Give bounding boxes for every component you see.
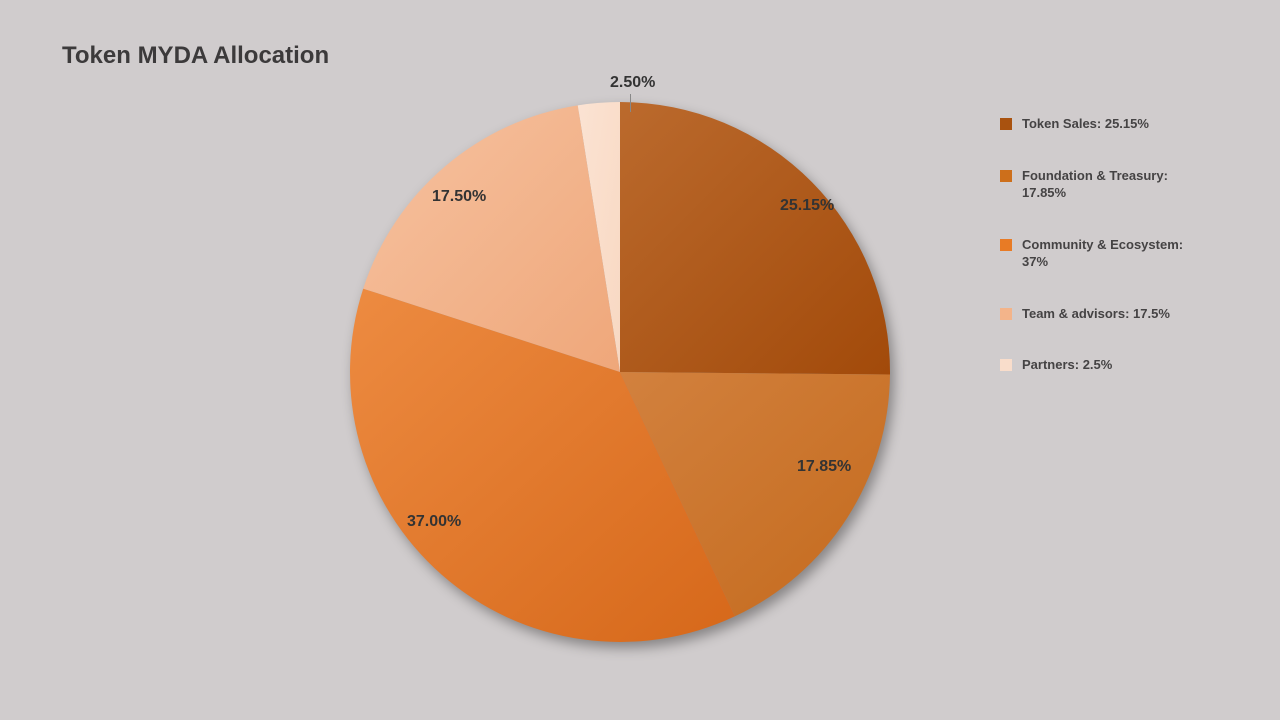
legend-text: Team & advisors: 17.5% [1022, 305, 1170, 323]
legend-swatch [1000, 170, 1012, 182]
slice-label: 17.85% [797, 458, 851, 476]
slice-label: 2.50% [610, 74, 655, 92]
legend-item: Partners: 2.5% [1000, 356, 1220, 374]
legend-swatch [1000, 118, 1012, 130]
legend-item: Community & Ecosystem: 37% [1000, 236, 1220, 271]
legend-swatch [1000, 359, 1012, 371]
legend-text: Community & Ecosystem: 37% [1022, 236, 1202, 271]
legend-item: Token Sales: 25.15% [1000, 115, 1220, 133]
leader-line [630, 94, 631, 112]
legend-text: Token Sales: 25.15% [1022, 115, 1149, 133]
legend-text: Foundation & Treasury: 17.85% [1022, 167, 1202, 202]
pie-chart [340, 92, 900, 652]
slice-label: 17.50% [432, 188, 486, 206]
slice-label: 25.15% [780, 197, 834, 215]
legend-text: Partners: 2.5% [1022, 356, 1112, 374]
page-title: Token MYDA Allocation [62, 42, 329, 70]
slice-label: 37.00% [407, 513, 461, 531]
legend-item: Foundation & Treasury: 17.85% [1000, 167, 1220, 202]
legend-swatch [1000, 239, 1012, 251]
pie-slice-token-sales [620, 102, 890, 375]
legend: Token Sales: 25.15% Foundation & Treasury… [1000, 115, 1220, 408]
legend-item: Team & advisors: 17.5% [1000, 305, 1220, 323]
legend-swatch [1000, 308, 1012, 320]
